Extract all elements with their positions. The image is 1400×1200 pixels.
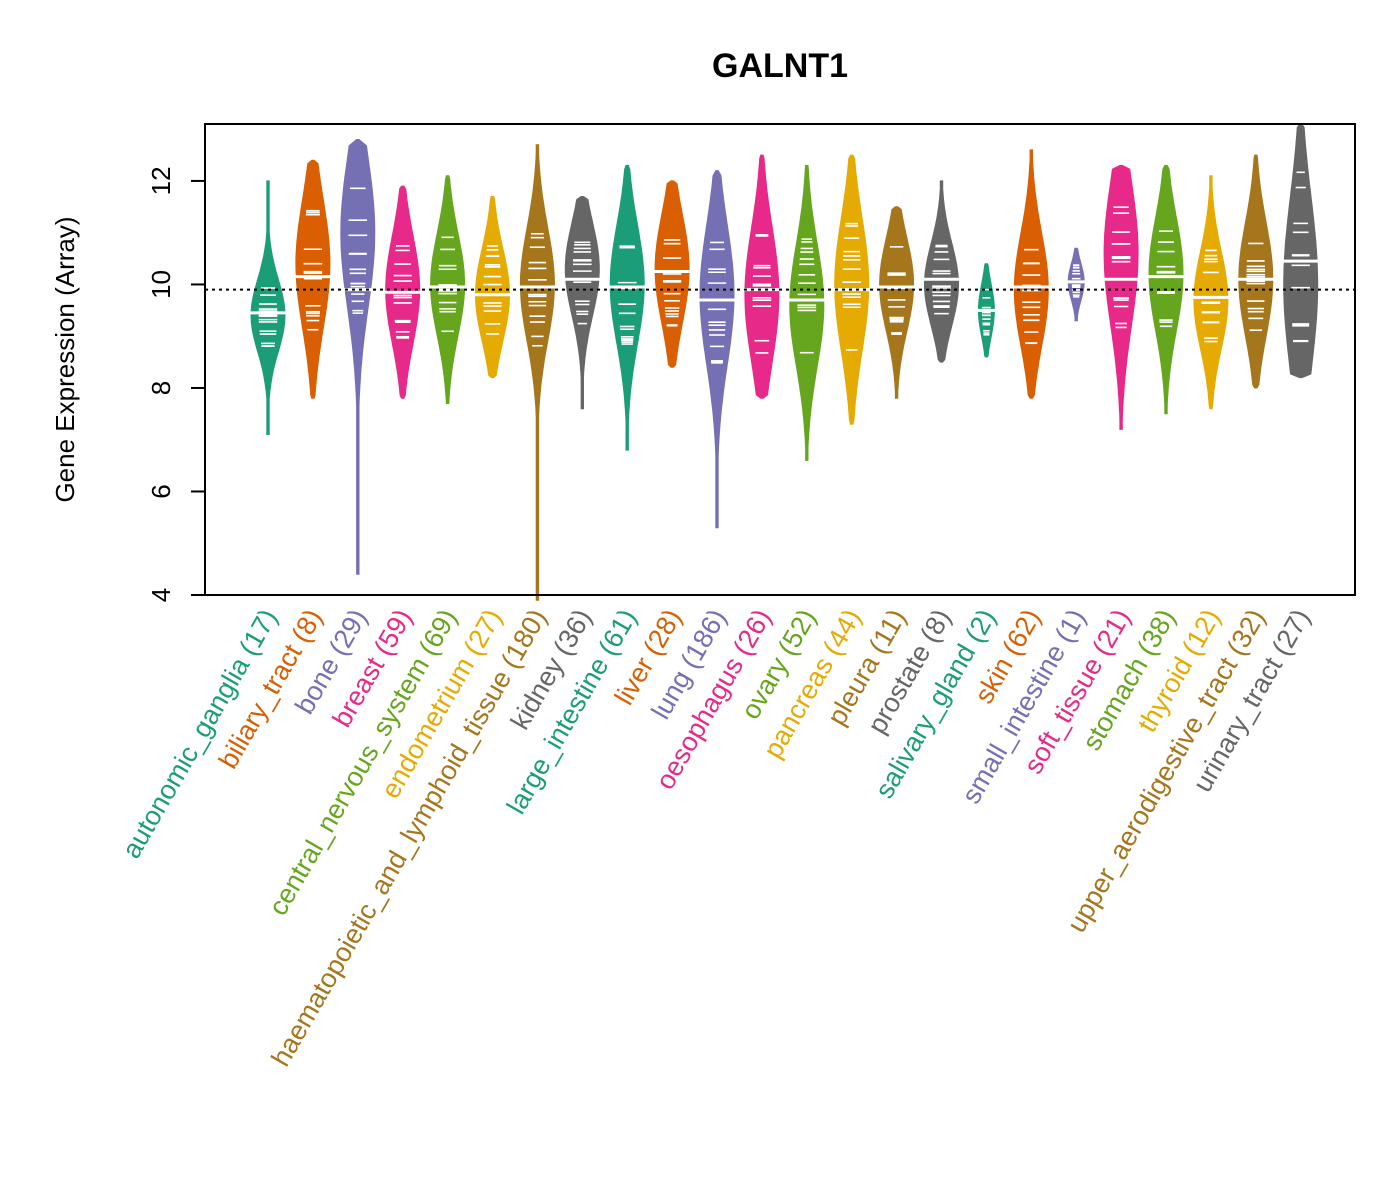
y-tick-label: 10	[146, 270, 176, 299]
violin-oesophagus	[742, 154, 782, 399]
violins	[248, 123, 1321, 601]
violin-body	[519, 144, 555, 601]
violin-body	[699, 170, 735, 529]
violin-lung	[697, 170, 737, 529]
plot-frame	[204, 123, 1356, 596]
violin-pleura	[877, 206, 917, 399]
violin-central_nervous_system	[428, 175, 468, 404]
violin-body	[340, 139, 376, 575]
violin-body	[564, 196, 600, 410]
violin-body	[609, 164, 645, 451]
violin-body	[250, 180, 286, 435]
violin-body	[789, 164, 825, 461]
violin-breast	[383, 185, 423, 399]
violin-prostate	[921, 180, 962, 363]
violin-liver	[652, 180, 692, 368]
violin-large_intestine	[607, 164, 647, 451]
violin-body	[1193, 175, 1229, 410]
chart-title: GALNT1	[712, 47, 848, 85]
violin-upper_aerodigestive_tract	[1236, 154, 1276, 389]
violin-body	[475, 196, 510, 379]
violin-salivary_gland	[977, 263, 996, 358]
y-tick-label: 12	[146, 166, 176, 195]
violin-body	[1013, 149, 1049, 399]
y-axis: 4 6 8 10 12	[146, 166, 206, 602]
violin-ovary	[787, 164, 827, 461]
violin-thyroid	[1191, 175, 1231, 410]
y-tick-label: 4	[146, 588, 176, 602]
violin-kidney	[562, 196, 602, 410]
violin-body	[1283, 123, 1319, 379]
x-axis-labels: autonomic_ganglia (17)biliary_tract (8)b…	[116, 604, 1316, 1071]
violin-urinary_tract	[1281, 123, 1321, 379]
violin-body	[879, 206, 915, 399]
violin-biliary_tract	[293, 159, 333, 399]
violin-soft_tissue	[1101, 164, 1141, 430]
violin-small_intestine	[1067, 247, 1086, 322]
violin-skin	[1011, 149, 1051, 399]
violin-haematopoietic_and_lymphoid_tissue	[517, 144, 557, 601]
y-tick-label: 6	[146, 484, 176, 498]
y-axis-label: Gene Expression (Array)	[50, 216, 80, 502]
y-tick-label: 8	[146, 381, 176, 395]
violin-autonomic_ganglia	[248, 180, 288, 435]
violin-endometrium	[472, 196, 513, 379]
violin-bone	[338, 139, 378, 575]
